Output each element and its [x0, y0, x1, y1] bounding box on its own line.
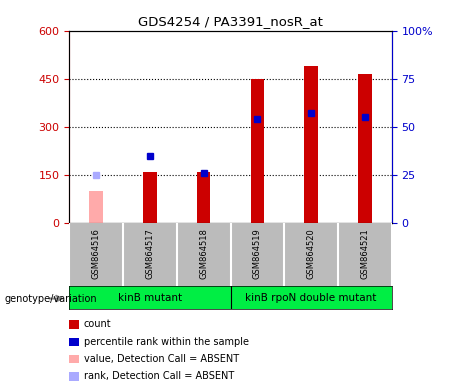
Text: GSM864519: GSM864519: [253, 228, 262, 278]
Bar: [143, 172, 157, 223]
Text: genotype/variation: genotype/variation: [5, 294, 97, 304]
Text: kinB mutant: kinB mutant: [118, 293, 182, 303]
Text: value, Detection Call = ABSENT: value, Detection Call = ABSENT: [84, 354, 239, 364]
Text: GSM864517: GSM864517: [145, 228, 154, 279]
Bar: [197, 172, 210, 223]
Text: count: count: [84, 319, 112, 329]
Text: percentile rank within the sample: percentile rank within the sample: [84, 337, 249, 347]
Title: GDS4254 / PA3391_nosR_at: GDS4254 / PA3391_nosR_at: [138, 15, 323, 28]
Text: GSM864521: GSM864521: [361, 228, 369, 278]
Text: kinB rpoN double mutant: kinB rpoN double mutant: [246, 293, 377, 303]
Bar: [89, 191, 103, 223]
Text: rank, Detection Call = ABSENT: rank, Detection Call = ABSENT: [84, 371, 234, 381]
Text: GSM864520: GSM864520: [307, 228, 316, 278]
Text: GSM864516: GSM864516: [92, 228, 100, 279]
Bar: [358, 74, 372, 223]
Text: GSM864518: GSM864518: [199, 228, 208, 279]
Bar: [251, 79, 264, 223]
Bar: [304, 66, 318, 223]
